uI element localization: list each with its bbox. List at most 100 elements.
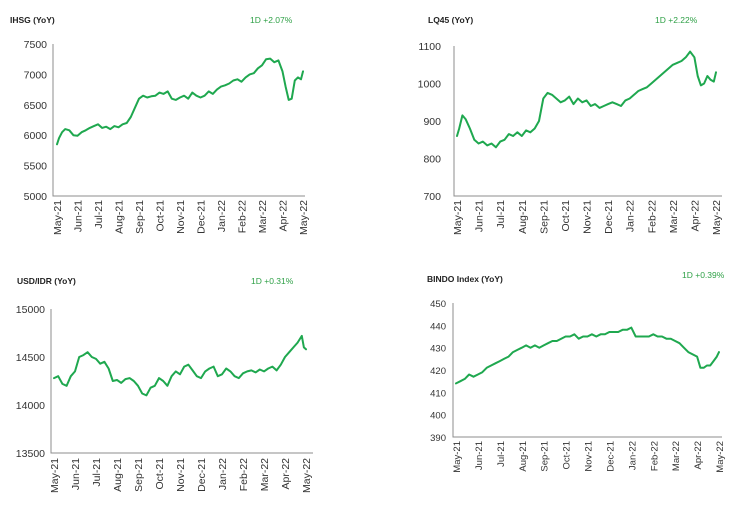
x-tick-label: May-22 <box>301 458 313 493</box>
y-tick-label: 7000 <box>24 69 48 81</box>
chart-title: IHSG (YoY) <box>10 15 55 25</box>
y-tick-label: 14000 <box>16 400 45 412</box>
x-tick-label: Jan-22 <box>627 441 638 470</box>
x-axis-ticks: May-21 Jun-21 Jul-21 Aug-21 Sep-21 Oct-21 Nov-… <box>52 200 310 235</box>
x-tick-label: Mar-22 <box>257 200 269 233</box>
x-tick-label: Aug-21 <box>112 458 124 492</box>
x-tick-label: Apr-22 <box>689 200 701 232</box>
x-tick-label: Mar-22 <box>671 441 682 471</box>
x-tick-label: May-22 <box>298 200 310 235</box>
chart-axes <box>452 303 722 438</box>
x-tick-label: May-21 <box>49 458 61 493</box>
x-tick-label: May-22 <box>715 441 726 473</box>
y-axis-ticks: 1100 1000 900 800 700 <box>418 41 442 203</box>
chart-title: USD/IDR (YoY) <box>17 276 76 286</box>
x-axis-ticks: May-21 Jun-21 Jul-21 Aug-21 Sep-21 Oct-21 Nov-… <box>452 441 726 473</box>
x-tick-label: Sep-21 <box>538 200 550 234</box>
x-tick-label: Jan-22 <box>217 458 229 490</box>
x-tick-label: Mar-22 <box>668 200 680 233</box>
x-tick-label: Jan-22 <box>625 200 637 232</box>
y-tick-label: 400 <box>430 411 446 422</box>
x-tick-label: Apr-22 <box>693 441 704 470</box>
y-tick-label: 7500 <box>24 39 48 51</box>
y-tick-label: 6000 <box>24 130 48 142</box>
y-axis-ticks: 450 440 430 420 410 400 390 <box>430 299 446 444</box>
x-tick-label: Oct-21 <box>155 200 167 232</box>
x-axis-ticks: May-21 Jun-21 Jul-21 Aug-21 Sep-21 Oct-21 Nov-… <box>452 200 723 235</box>
y-tick-label: 5000 <box>24 191 48 203</box>
x-tick-label: Jun-21 <box>70 458 82 490</box>
y-axis-ticks: 15000 14500 14000 13500 <box>16 304 45 460</box>
x-tick-label: Apr-22 <box>280 458 292 490</box>
x-tick-label: Jul-21 <box>495 200 507 229</box>
y-tick-label: 14500 <box>16 352 45 364</box>
y-tick-label: 1000 <box>418 79 442 91</box>
y-tick-label: 800 <box>423 154 441 166</box>
x-tick-label: Dec-21 <box>196 200 208 234</box>
chart-title: BINDO Index (YoY) <box>427 274 503 284</box>
chart-axes <box>453 46 722 197</box>
chart-panel-ihsg: IHSG (YoY) 1D +2.07% 7500 7000 6500 6000 550… <box>10 15 310 235</box>
x-tick-label: Aug-21 <box>114 200 126 234</box>
x-tick-label: Sep-21 <box>134 200 146 234</box>
chart-axes <box>50 309 313 454</box>
series-line <box>456 50 717 149</box>
x-tick-label: Apr-22 <box>278 200 290 232</box>
x-tick-label: Aug-21 <box>518 441 529 472</box>
chart-title: LQ45 (YoY) <box>428 15 473 25</box>
y-tick-label: 5500 <box>24 161 48 173</box>
x-tick-label: May-21 <box>52 200 64 235</box>
y-tick-label: 440 <box>430 321 446 332</box>
x-tick-label: May-22 <box>711 200 723 235</box>
x-tick-label: Jun-21 <box>474 200 486 232</box>
y-tick-label: 390 <box>430 433 446 444</box>
x-tick-label: Mar-22 <box>259 458 271 491</box>
y-tick-label: 13500 <box>16 448 45 460</box>
y-tick-label: 410 <box>430 388 446 399</box>
x-tick-label: Jul-21 <box>496 441 507 467</box>
y-tick-label: 6500 <box>24 100 48 112</box>
x-tick-label: Jun-21 <box>474 441 485 470</box>
x-tick-label: Feb-22 <box>237 200 249 233</box>
x-tick-label: Dec-21 <box>196 458 208 492</box>
x-axis-ticks: May-21 Jun-21 Jul-21 Aug-21 Sep-21 Oct-21 Nov-… <box>49 458 313 493</box>
x-tick-label: Jan-22 <box>216 200 228 232</box>
daily-change-label: 1D +2.07% <box>250 15 293 25</box>
x-tick-label: Sep-21 <box>540 441 551 472</box>
y-tick-label: 450 <box>430 299 446 310</box>
chart-axes <box>52 44 305 197</box>
y-tick-label: 700 <box>423 191 441 203</box>
x-tick-label: Oct-21 <box>154 458 166 490</box>
x-tick-label: Nov-21 <box>175 458 187 492</box>
chart-panel-bindo: BINDO Index (YoY) 1D +0.39% 450 440 430 420… <box>427 270 726 473</box>
daily-change-label: 1D +0.31% <box>251 276 294 286</box>
x-tick-label: Nov-21 <box>582 200 594 234</box>
x-tick-label: Feb-22 <box>646 200 658 233</box>
x-tick-label: Jun-21 <box>73 200 85 232</box>
daily-change-label: 1D +0.39% <box>682 270 725 280</box>
series-line <box>56 57 304 146</box>
y-tick-label: 420 <box>430 366 446 377</box>
y-tick-label: 15000 <box>16 304 45 316</box>
x-tick-label: Nov-21 <box>584 441 595 472</box>
x-tick-label: May-21 <box>452 441 463 473</box>
x-tick-label: Oct-21 <box>562 441 573 470</box>
series-line <box>53 334 307 397</box>
x-tick-label: Oct-21 <box>560 200 572 232</box>
x-tick-label: Feb-22 <box>649 441 660 471</box>
x-tick-label: Jul-21 <box>91 458 103 487</box>
x-tick-label: Dec-21 <box>605 441 616 472</box>
chart-panel-usd-idr: USD/IDR (YoY) 1D +0.31% 1500014500140001… <box>16 276 313 493</box>
daily-change-label: 1D +2.22% <box>655 15 698 25</box>
x-tick-label: Sep-21 <box>133 458 145 492</box>
x-tick-label: Dec-21 <box>603 200 615 234</box>
x-tick-label: Feb-22 <box>238 458 250 491</box>
x-tick-label: May-21 <box>452 200 464 235</box>
y-tick-label: 430 <box>430 344 446 355</box>
y-tick-label: 900 <box>423 116 441 128</box>
x-tick-label: Nov-21 <box>175 200 187 234</box>
x-tick-label: Aug-21 <box>517 200 529 234</box>
y-axis-ticks: 7500 7000 6500 6000 5500 5000 <box>24 39 48 203</box>
y-tick-label: 1100 <box>418 41 441 53</box>
